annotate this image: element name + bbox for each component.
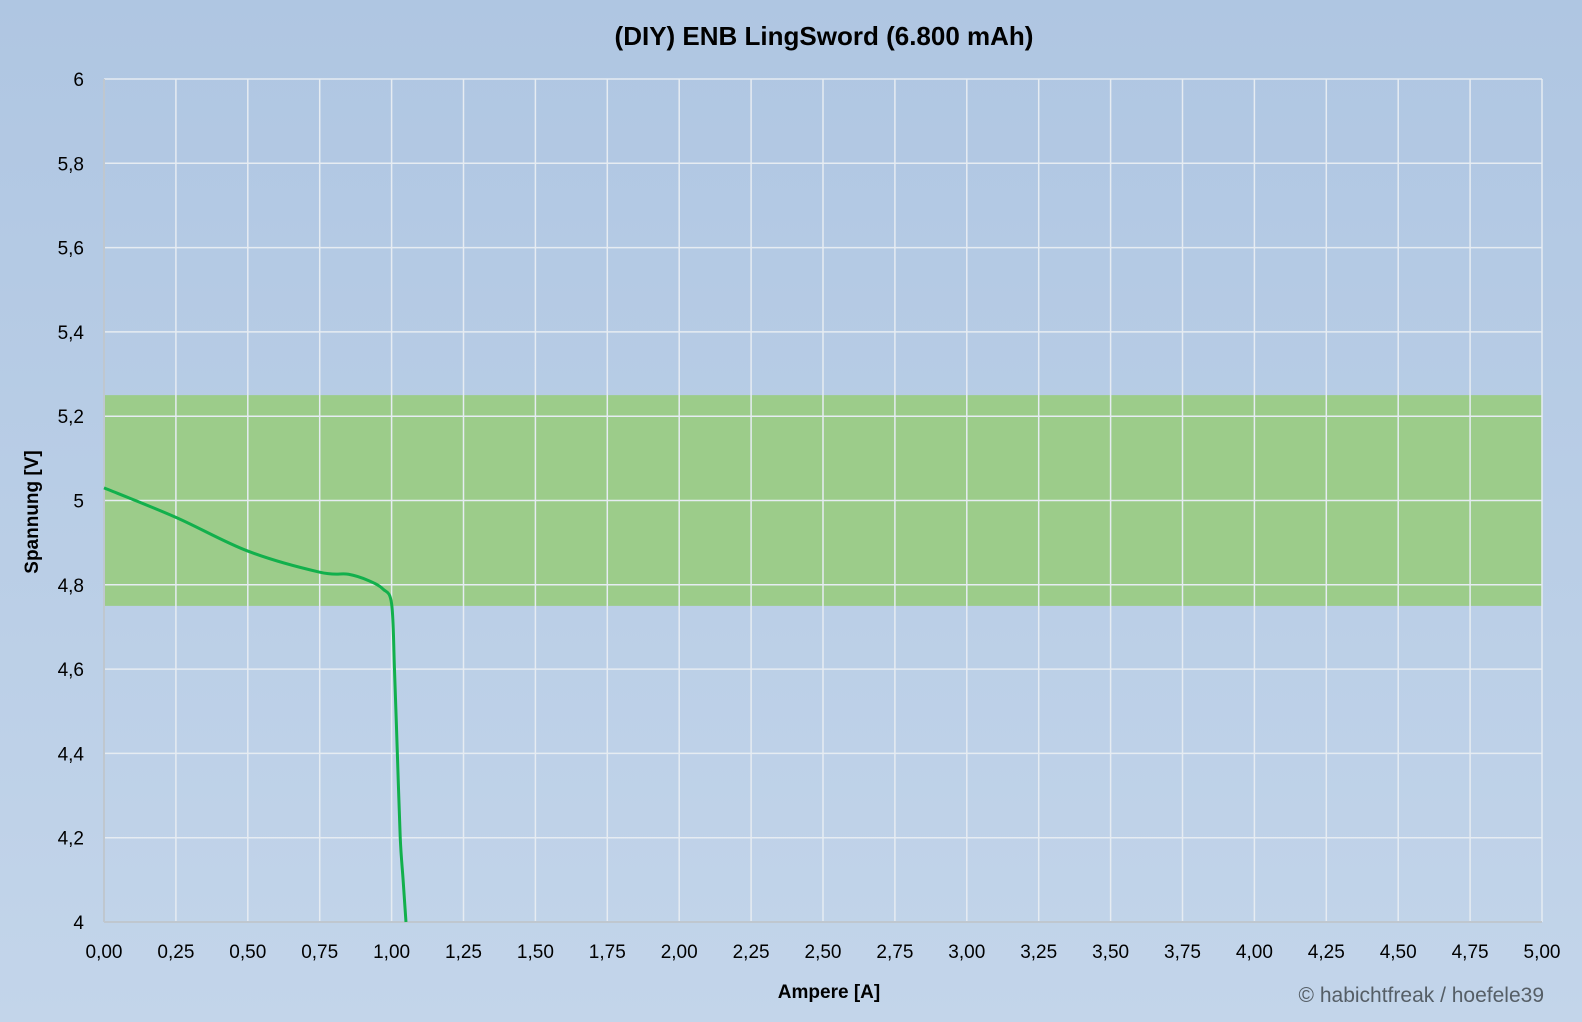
y-tick-label: 5,6: [58, 239, 84, 260]
x-tick-label: 3,50: [1092, 942, 1129, 963]
x-tick-label: 2,50: [805, 942, 842, 963]
y-tick-label: 5: [73, 492, 84, 513]
y-tick-label: 6: [73, 70, 84, 91]
x-tick-label: 4,00: [1236, 942, 1273, 963]
y-tick-label: 4,4: [58, 744, 85, 765]
axis-layer: [103, 79, 1542, 923]
credit-text: © habichtfreak / hoefele39: [1299, 984, 1544, 1007]
y-tick-label: 4,8: [58, 576, 84, 597]
x-tick-label: 1,75: [589, 942, 626, 963]
x-tick-label: 0,25: [157, 942, 194, 963]
y-tick-label: 5,8: [58, 154, 84, 175]
y-tick-label: 5,2: [58, 407, 84, 428]
x-tick-label: 1,50: [517, 942, 554, 963]
x-tick-label: 4,50: [1380, 942, 1417, 963]
y-tick-label: 5,4: [58, 323, 85, 344]
y-tick-label: 4,6: [58, 660, 84, 681]
x-tick-label: 0,50: [229, 942, 266, 963]
x-tick-labels: 0,00 0,25 0,50 0,75 1,00 1,25 1,50 1,75 2,00 2,25…: [86, 942, 1561, 963]
y-tick-label: 4,2: [58, 829, 84, 850]
grid-layer: [103, 78, 1543, 923]
x-tick-label: 5,00: [1524, 942, 1561, 963]
y-tick-labels: 4 4,2 4,4 4,6 4,8 5 5,2 5,4 5,6 5,8 6: [58, 70, 85, 934]
x-tick-label: 4,25: [1308, 942, 1345, 963]
x-tick-label: 3,00: [948, 942, 985, 963]
x-tick-label: 2,00: [661, 942, 698, 963]
x-tick-label: 3,75: [1164, 942, 1201, 963]
x-tick-label: 0,75: [301, 942, 338, 963]
y-tick-label: 4: [73, 913, 84, 934]
series-layer: [103, 486, 408, 923]
x-tick-label: 1,00: [373, 942, 410, 963]
series-line: [103, 486, 408, 923]
x-axis-label: Ampere [A]: [778, 982, 880, 1003]
x-tick-label: 4,75: [1452, 942, 1489, 963]
x-tick-label: 2,75: [876, 942, 913, 963]
x-tick-label: 0,00: [86, 942, 123, 963]
x-tick-label: 3,25: [1020, 942, 1057, 963]
x-tick-label: 1,25: [445, 942, 482, 963]
chart-title: (DIY) ENB LingSword (6.800 mAh): [615, 21, 1034, 51]
y-axis-label: Spannung [V]: [22, 450, 43, 573]
x-tick-label: 2,25: [733, 942, 770, 963]
